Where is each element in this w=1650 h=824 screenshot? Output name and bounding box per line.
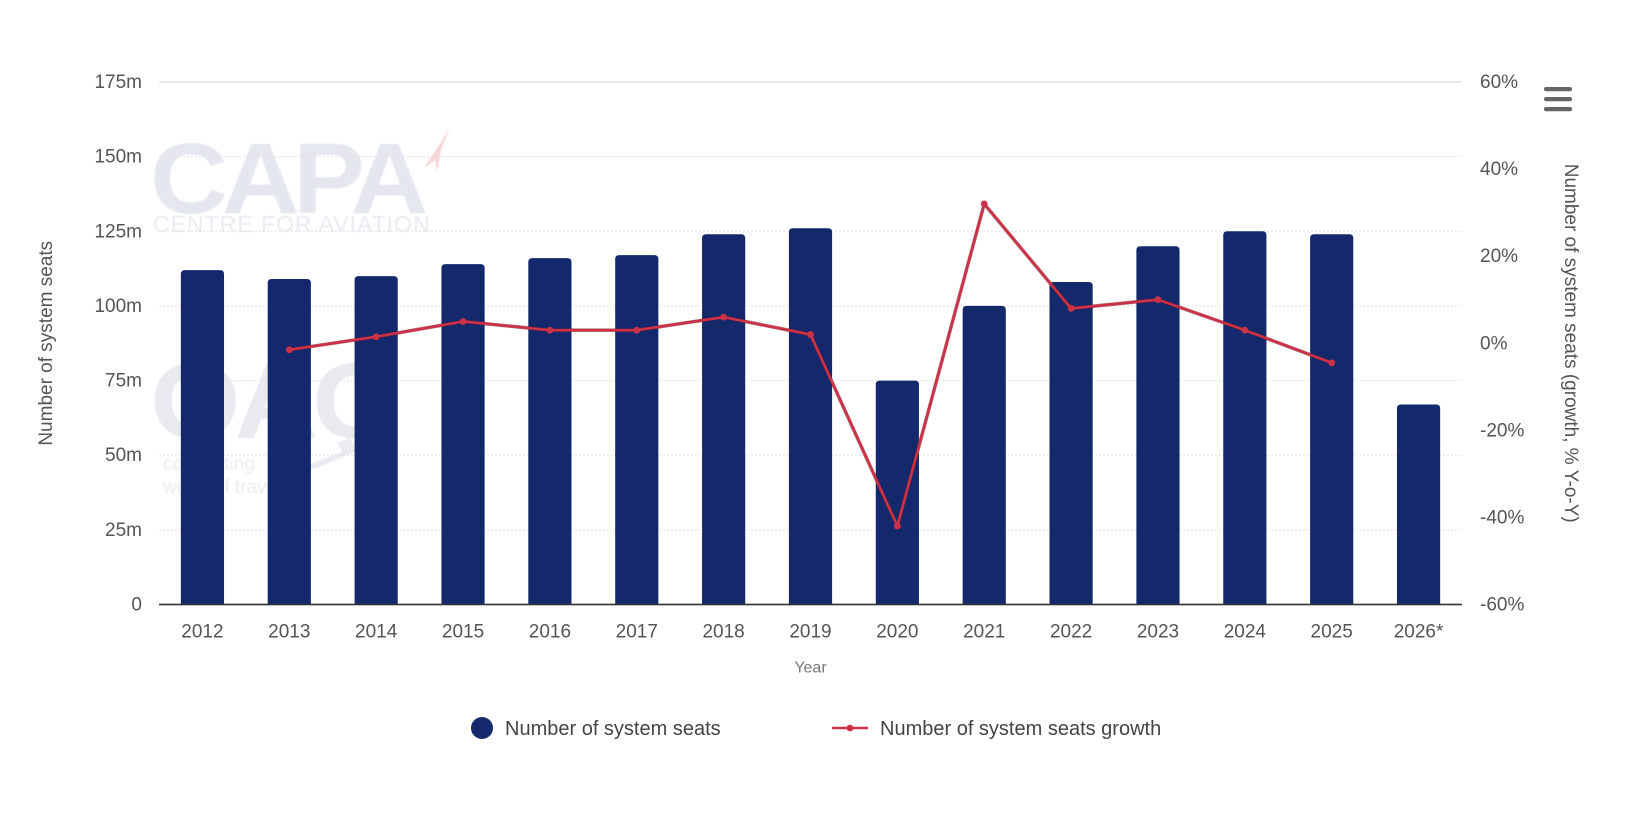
svg-text:20%: 20% [1480, 246, 1518, 267]
svg-text:150m: 150m [94, 147, 142, 168]
svg-text:Number of system seats growth: Number of system seats growth [880, 718, 1161, 740]
svg-text:2013: 2013 [268, 622, 310, 643]
svg-text:0: 0 [131, 595, 142, 616]
svg-text:2023: 2023 [1137, 622, 1179, 643]
svg-text:75m: 75m [105, 371, 142, 392]
svg-text:Number of system seats: Number of system seats [36, 241, 57, 446]
svg-text:Number of system seats (growth: Number of system seats (growth, % Y-o-Y) [1560, 164, 1581, 523]
svg-text:40%: 40% [1480, 159, 1518, 180]
svg-text:2019: 2019 [789, 622, 831, 643]
svg-text:2018: 2018 [702, 622, 744, 643]
svg-text:Number of system seats: Number of system seats [505, 718, 721, 740]
svg-text:2016: 2016 [529, 622, 571, 643]
svg-text:Year: Year [794, 660, 827, 677]
svg-text:2021: 2021 [963, 622, 1005, 643]
svg-text:2022: 2022 [1050, 622, 1092, 643]
svg-text:50m: 50m [105, 445, 142, 466]
svg-text:-60%: -60% [1480, 595, 1524, 616]
svg-text:2024: 2024 [1224, 622, 1267, 643]
svg-text:175m: 175m [94, 72, 142, 93]
svg-text:25m: 25m [105, 520, 142, 541]
svg-text:125m: 125m [94, 221, 142, 242]
svg-text:2017: 2017 [616, 622, 658, 643]
svg-text:CENTRE FOR AVIATION: CENTRE FOR AVIATION [153, 211, 431, 237]
svg-text:2025: 2025 [1311, 622, 1353, 643]
svg-text:2012: 2012 [181, 622, 223, 643]
svg-text:2014: 2014 [355, 622, 398, 643]
svg-text:-40%: -40% [1480, 507, 1524, 528]
svg-text:2015: 2015 [442, 622, 484, 643]
svg-text:0%: 0% [1480, 333, 1508, 354]
svg-text:2026*: 2026* [1394, 622, 1444, 643]
svg-text:2020: 2020 [876, 622, 918, 643]
svg-text:-20%: -20% [1480, 420, 1524, 441]
svg-text:60%: 60% [1480, 72, 1518, 93]
svg-text:100m: 100m [94, 296, 142, 317]
